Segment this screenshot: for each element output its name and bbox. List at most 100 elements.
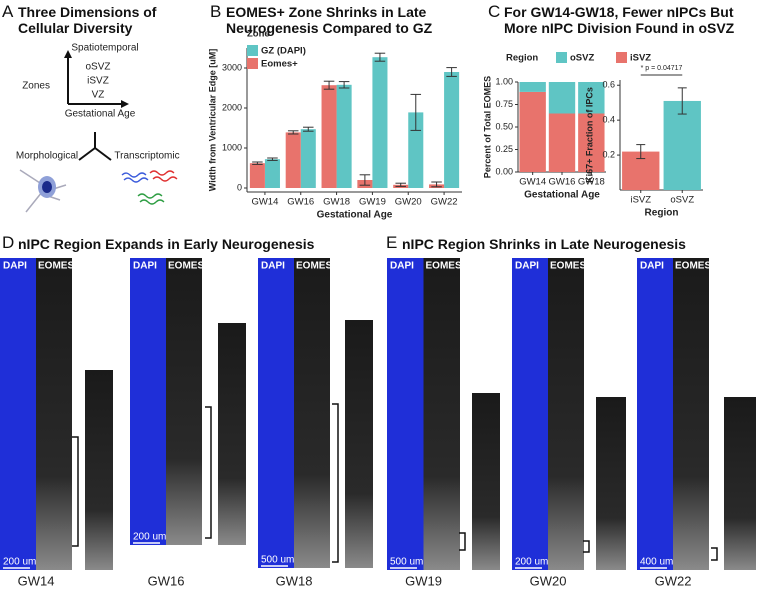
bar-segment — [548, 113, 576, 172]
y-tick-label: 1.00 — [495, 76, 513, 86]
error-bar — [636, 144, 646, 160]
x-tick-label: GW18 — [578, 177, 605, 188]
error-bar — [303, 126, 314, 132]
x-axis-title: Gestational Age — [524, 190, 600, 201]
branch-label: Morphological — [16, 151, 78, 162]
bar — [300, 129, 316, 188]
panel-title: EOMES+ Zone Shrinks in Late Neurogenesis… — [226, 4, 433, 36]
scale-label: 500 um — [390, 557, 423, 568]
x-tick-label: GW14 — [251, 197, 278, 208]
bar — [444, 72, 460, 188]
dapi-image — [637, 258, 673, 570]
y-tick-label: 0.75 — [495, 99, 513, 109]
error-bar — [410, 93, 422, 131]
stage-label: GW20 — [530, 573, 567, 588]
y-tick-label: 0.4 — [602, 115, 615, 125]
dapi-image — [258, 258, 294, 568]
error-bar — [252, 161, 263, 165]
x-tick-label: GW16 — [287, 197, 314, 208]
channel-label: EOMES — [675, 261, 711, 272]
legend-swatch — [556, 52, 567, 63]
eomes-image — [294, 258, 330, 568]
inset-image — [596, 397, 626, 570]
inset-image — [472, 393, 500, 570]
panel-letter: A — [2, 2, 14, 21]
bar — [336, 84, 352, 188]
x-axis-title: Gestational Age — [317, 210, 393, 221]
x-tick-label: GW20 — [395, 197, 422, 208]
channel-label: DAPI — [390, 261, 414, 272]
panel-letter: C — [488, 2, 501, 21]
bar — [321, 85, 337, 188]
channel-label: EOMES — [296, 261, 332, 272]
legend-swatch — [247, 58, 258, 69]
channel-label: EOMES — [168, 261, 204, 272]
inset-image — [724, 397, 756, 570]
dapi-image — [512, 258, 548, 570]
region-bracket — [72, 436, 79, 547]
error-bar — [446, 67, 457, 77]
eomes-image — [548, 258, 584, 570]
scale-label: 200 um — [515, 557, 548, 568]
bar-segment — [578, 82, 605, 114]
legend-label: GZ (DAPI) — [261, 46, 306, 57]
branch-label: Transcriptomic — [114, 151, 179, 162]
inset-image — [218, 323, 246, 545]
y-tick-label: 3000 — [222, 62, 242, 72]
error-bar — [431, 181, 442, 188]
scale-label: 200 um — [3, 557, 36, 568]
channel-label: EOMES — [550, 261, 586, 272]
zone-label: VZ — [92, 90, 105, 101]
region-bracket — [205, 406, 212, 539]
y-tick-label: 0.25 — [495, 144, 513, 154]
x-tick-label: GW19 — [359, 197, 386, 208]
axis-label: Gestational Age — [65, 109, 136, 120]
branch-line — [94, 147, 112, 161]
bar-segment — [578, 113, 605, 172]
error-bar — [287, 130, 299, 135]
channel-label: DAPI — [3, 261, 27, 272]
bar-segment — [519, 82, 546, 92]
dapi-image — [0, 258, 36, 570]
y-tick-label: 0 — [237, 182, 242, 192]
y-tick-label: 0.00 — [495, 166, 513, 176]
y-tick-label: 2000 — [222, 102, 242, 112]
axis-label: Spatiotemporal — [71, 43, 138, 54]
x-axis-title: Region — [645, 208, 679, 219]
x-tick-label: GW14 — [519, 177, 546, 188]
bar — [249, 163, 265, 188]
bar — [408, 112, 424, 188]
y-axis-title: Ki67+ Fraction of IPCs — [584, 87, 594, 183]
error-bar — [677, 87, 687, 115]
inset-image — [345, 320, 373, 568]
inset-image — [85, 370, 113, 570]
branch-line — [78, 147, 96, 161]
error-bar — [267, 157, 278, 161]
channel-label: EOMES — [38, 261, 74, 272]
region-bracket — [459, 532, 466, 551]
transcript-icon — [121, 170, 178, 205]
axis-label: Zones — [22, 81, 50, 92]
channel-label: DAPI — [261, 261, 285, 272]
channel-label: DAPI — [133, 261, 157, 272]
bar — [663, 100, 701, 190]
panel-letter: E — [386, 233, 398, 252]
legend-title: Region — [506, 53, 538, 64]
legend-swatch — [247, 45, 258, 56]
panel-title: nIPC Region Shrinks in Late Neurogenesis — [402, 236, 686, 252]
panel-letter: D — [2, 233, 15, 252]
stage-label: GW22 — [655, 573, 692, 588]
x-tick-label: iSVZ — [630, 195, 651, 206]
bar-segment — [519, 91, 546, 172]
bar — [285, 132, 301, 188]
annotation: * p = 0.04717 — [641, 65, 683, 72]
region-bracket — [711, 547, 718, 561]
panel-title: For GW14-GW18, Fewer nIPCs But More nIPC… — [504, 4, 735, 36]
error-bar — [374, 52, 386, 62]
arrow-head — [64, 50, 72, 58]
channel-label: EOMES — [426, 261, 462, 272]
legend-swatch — [616, 52, 627, 63]
stage-label: GW14 — [18, 573, 55, 588]
y-tick-label: 0.50 — [495, 121, 513, 131]
